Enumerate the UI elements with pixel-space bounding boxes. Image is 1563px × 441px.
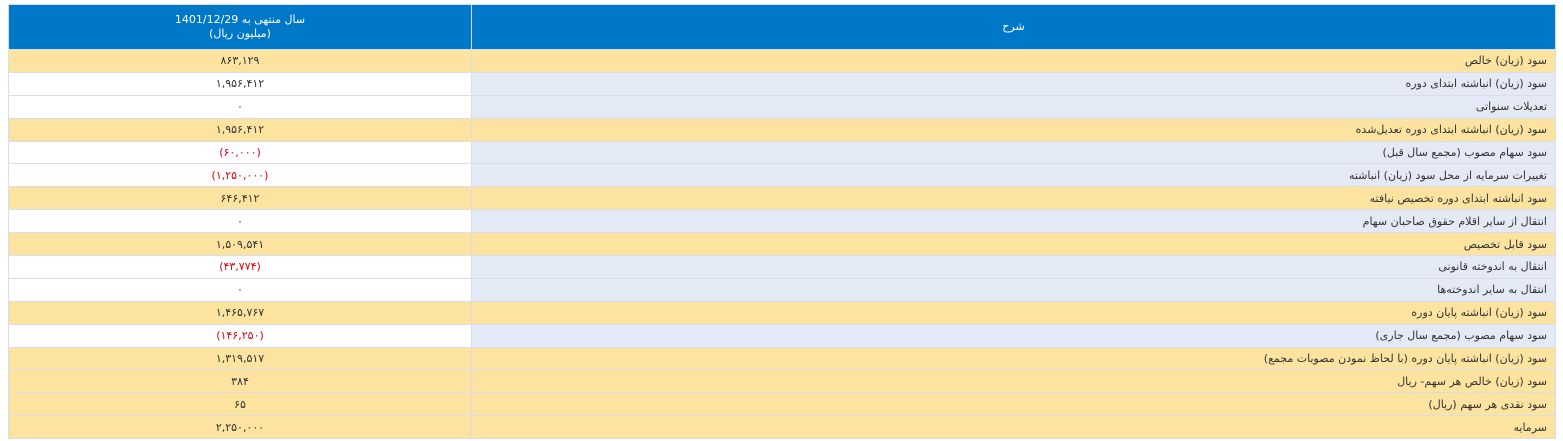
value-cell: ۱,۵۰۹,۵۴۱ xyxy=(8,232,472,257)
header-row: سال منتهی به 1401/12/29 (میلیون ریال) شر… xyxy=(8,4,1556,50)
table-row: (۶۰,۰۰۰) سود سهام مصوب (مجمع سال قبل) xyxy=(8,140,1556,165)
label-cell: سود سهام مصوب (مجمع سال جاری) xyxy=(471,323,1556,348)
table-row: ۰ انتقال به سایر اندوخته‌ها xyxy=(8,277,1556,302)
table-row: ۱,۹۵۶,۴۱۲ سود (زیان) انباشته ابتدای دوره … xyxy=(8,117,1556,142)
value-cell: ۰ xyxy=(8,94,472,119)
label-cell: سود قابل تخصیص xyxy=(471,232,1556,257)
value-cell: (۱,۲۵۰,۰۰۰) xyxy=(8,163,472,188)
table-row: ۰ انتقال از سایر اقلام حقوق صاحبان سهام xyxy=(8,209,1556,234)
label-cell: تغییرات سرمایه از محل سود (زیان) انباشته xyxy=(471,163,1556,188)
label-cell: سود نقدی هر سهم (ریال) xyxy=(471,392,1556,417)
value-cell: (۶۰,۰۰۰) xyxy=(8,140,472,165)
value-cell: ۰ xyxy=(8,277,472,302)
table-row: (۴۳,۷۷۴) انتقال به اندوخته قانونی xyxy=(8,255,1556,279)
value-cell: ۶۴۶,۴۱۲ xyxy=(8,186,472,211)
label-cell: سود (زیان) انباشته ابتدای دوره تعدیل‌شده xyxy=(471,117,1556,142)
table-row: ۱,۵۰۹,۵۴۱ سود قابل تخصیص xyxy=(8,232,1556,257)
table-row: ۳۸۴ سود (زیان) خالص هر سهم- ریال xyxy=(8,369,1556,394)
description-header: شرح xyxy=(471,4,1556,50)
unit-label: (میلیون ریال) xyxy=(209,27,271,40)
value-cell: ۱,۳۱۹,۵۱۷ xyxy=(8,346,472,371)
label-cell: سود (زیان) انباشته ابتدای دوره xyxy=(471,71,1556,96)
label-cell: انتقال از سایر اقلام حقوق صاحبان سهام xyxy=(471,209,1556,234)
table-row: ۰ تعدیلات سنواتی xyxy=(8,94,1556,119)
period-header: سال منتهی به 1401/12/29 (میلیون ریال) xyxy=(8,4,472,50)
value-cell: (۱۴۶,۲۵۰) xyxy=(8,323,472,348)
table-row: (۱۴۶,۲۵۰) سود سهام مصوب (مجمع سال جاری) xyxy=(8,323,1556,348)
value-cell: ۶۵ xyxy=(8,392,472,417)
value-cell: ۱,۴۶۵,۷۶۷ xyxy=(8,300,472,325)
value-cell: ۲,۲۵۰,۰۰۰ xyxy=(8,415,472,440)
label-cell: سرمایه xyxy=(471,415,1556,440)
label-cell: تعدیلات سنواتی xyxy=(471,94,1556,119)
label-cell: سود (زیان) انباشته پایان دوره xyxy=(471,300,1556,325)
label-cell: سود (زیان) خالص xyxy=(471,49,1556,73)
table-wrapper: سال منتهی به 1401/12/29 (میلیون ریال) شر… xyxy=(8,4,1556,440)
period-label: سال منتهی به 1401/12/29 xyxy=(174,13,306,26)
value-cell: ۱,۹۵۶,۴۱۲ xyxy=(8,71,472,96)
label-cell: سود (زیان) خالص هر سهم- ریال xyxy=(471,369,1556,394)
table-row: (۱,۲۵۰,۰۰۰) تغییرات سرمایه از محل سود (زی… xyxy=(8,163,1556,188)
retained-earnings-table: سال منتهی به 1401/12/29 (میلیون ریال) شر… xyxy=(8,4,1556,440)
table-row: ۱,۳۱۹,۵۱۷ سود (زیان) انباشته پایان دوره (… xyxy=(8,346,1556,371)
value-cell: ۰ xyxy=(8,209,472,234)
value-cell: (۴۳,۷۷۴) xyxy=(8,255,472,279)
table-row: ۶۴۶,۴۱۲ سود انباشته ابتدای دوره تخصیص نیا… xyxy=(8,186,1556,211)
label-cell: سود انباشته ابتدای دوره تخصیص نیافته xyxy=(471,186,1556,211)
table-row: ۲,۲۵۰,۰۰۰ سرمایه xyxy=(8,415,1556,440)
label-cell: انتقال به اندوخته قانونی xyxy=(471,255,1556,279)
value-cell: ۸۶۳,۱۲۹ xyxy=(8,49,472,73)
label-cell: انتقال به سایر اندوخته‌ها xyxy=(471,277,1556,302)
table-row: ۶۵ سود نقدی هر سهم (ریال) xyxy=(8,392,1556,417)
label-cell: سود (زیان) انباشته پایان دوره (با لحاظ ن… xyxy=(471,346,1556,371)
table-body: ۸۶۳,۱۲۹ سود (زیان) خالص ۱,۹۵۶,۴۱۲ سود (زیان… xyxy=(8,49,1556,440)
value-cell: ۱,۹۵۶,۴۱۲ xyxy=(8,117,472,142)
table-row: ۱,۹۵۶,۴۱۲ سود (زیان) انباشته ابتدای دوره xyxy=(8,71,1556,96)
table-row: ۱,۴۶۵,۷۶۷ سود (زیان) انباشته پایان دوره xyxy=(8,300,1556,325)
value-cell: ۳۸۴ xyxy=(8,369,472,394)
table-row: ۸۶۳,۱۲۹ سود (زیان) خالص xyxy=(8,49,1556,73)
label-cell: سود سهام مصوب (مجمع سال قبل) xyxy=(471,140,1556,165)
